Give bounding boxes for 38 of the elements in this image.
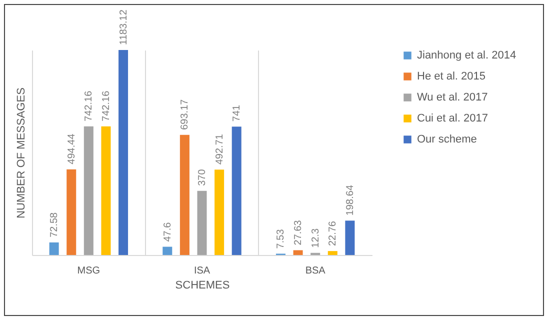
data-label: 742.16 [100,90,112,122]
x-tick-label: ISA [194,266,210,276]
data-label: 494.44 [66,133,78,164]
legend-label: Jianhong et al. 2014 [417,50,516,62]
legend-label: He et al. 2015 [417,70,486,82]
x-tick-label: BSA [305,266,326,276]
data-label: 198.64 [344,184,356,216]
x-tick-label: MSG [77,266,100,276]
data-label: 47.6 [162,222,174,242]
bar [232,126,242,255]
bar [328,251,338,255]
legend-label: Our scheme [417,134,477,146]
legend-label: Wu et al. 2017 [417,92,488,104]
y-axis-title: NUMBER OF MESSAGES [16,88,28,218]
bar [197,190,207,255]
data-label: 693.17 [180,98,191,130]
legend-label: Cui et al. 2017 [417,112,488,124]
data-label: 370 [197,168,208,186]
bar [180,134,190,255]
data-label: 492.71 [214,134,226,165]
x-axis-title: SCHEMES [175,280,230,292]
data-label: 22.76 [328,220,339,246]
bar [84,126,94,255]
data-label: 1183.12 [118,9,130,45]
bar [293,250,303,255]
data-label: 27.63 [293,220,304,246]
bar [49,242,59,255]
data-label: 12.3 [310,228,322,248]
data-label: 741 [232,104,243,122]
bar [101,126,111,255]
bar [118,50,128,255]
bar [345,220,355,255]
data-label: 742.16 [84,90,95,122]
bar [214,170,224,255]
bar [66,169,76,255]
data-label: 72.58 [49,212,60,238]
data-label: 7.53 [276,228,287,249]
bar [162,246,172,255]
